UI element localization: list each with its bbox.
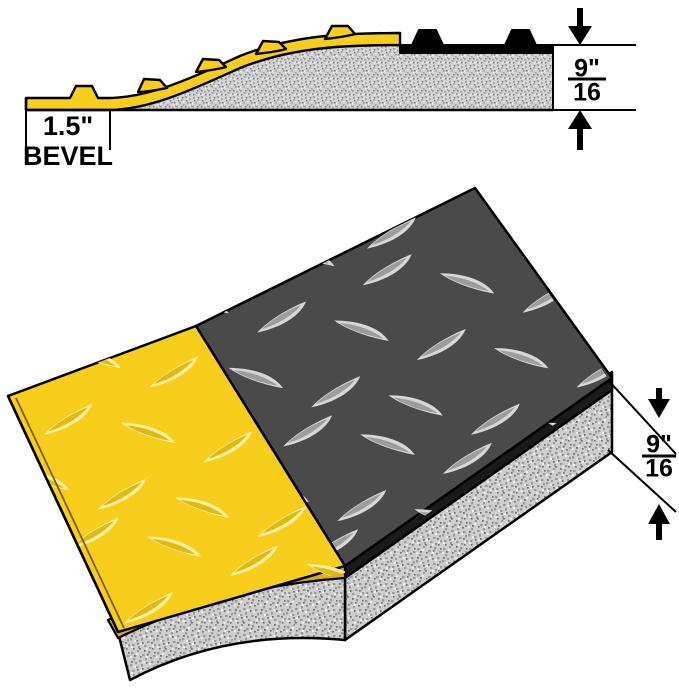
arrow-up-icon	[568, 110, 592, 150]
yellow-left-edge-outline	[6, 395, 120, 633]
ext-line-iso-top	[607, 379, 677, 455]
thickness-denominator-top: 16	[573, 79, 601, 107]
bevel-dimension: 1.5" BEVEL	[23, 110, 113, 171]
arrow-down-icon	[568, 8, 592, 45]
yellow-tread-nubs	[136, 24, 357, 94]
yellow-left-edge-accent	[15, 397, 125, 629]
thickness-numerator-iso: 9"	[646, 431, 672, 459]
thickness-denominator-iso: 16	[645, 455, 673, 483]
sponge-base-layer	[108, 45, 553, 110]
arrow-up-icon-iso	[648, 504, 670, 540]
arrow-down-icon-iso	[648, 388, 670, 418]
bevel-name-label: BEVEL	[23, 141, 113, 171]
isometric-mat-view: 9" 16	[6, 186, 677, 682]
ext-line-iso-bottom	[607, 449, 677, 513]
thickness-dimension-top: 9" 16	[548, 8, 636, 150]
bevel-value-label: 1.5"	[43, 111, 93, 141]
cross-section-profile: 9" 16 1.5" BEVEL	[23, 8, 636, 171]
thickness-dimension-iso: 9" 16	[607, 379, 677, 540]
